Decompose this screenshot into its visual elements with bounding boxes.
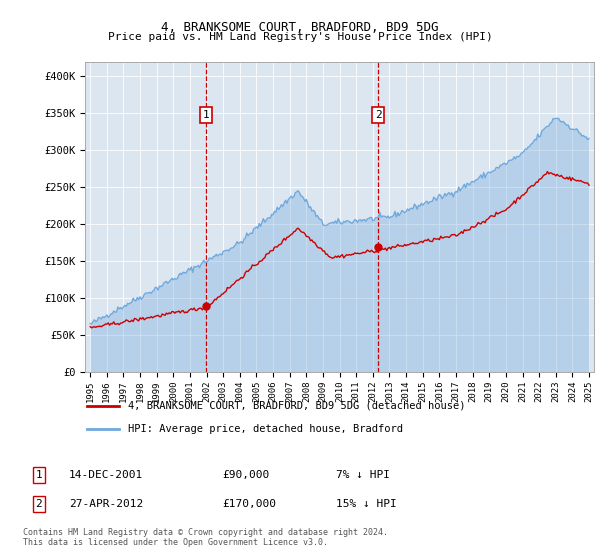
Text: 14-DEC-2001: 14-DEC-2001 <box>69 470 143 480</box>
Text: 1: 1 <box>35 470 43 480</box>
Text: 1: 1 <box>203 110 209 120</box>
Text: £90,000: £90,000 <box>222 470 269 480</box>
Text: 7% ↓ HPI: 7% ↓ HPI <box>336 470 390 480</box>
Text: £170,000: £170,000 <box>222 499 276 509</box>
Text: 15% ↓ HPI: 15% ↓ HPI <box>336 499 397 509</box>
Text: Price paid vs. HM Land Registry's House Price Index (HPI): Price paid vs. HM Land Registry's House … <box>107 32 493 43</box>
Text: 2: 2 <box>375 110 382 120</box>
Text: 4, BRANKSOME COURT, BRADFORD, BD9 5DG: 4, BRANKSOME COURT, BRADFORD, BD9 5DG <box>161 21 439 34</box>
Text: 27-APR-2012: 27-APR-2012 <box>69 499 143 509</box>
Text: 2: 2 <box>35 499 43 509</box>
Text: HPI: Average price, detached house, Bradford: HPI: Average price, detached house, Brad… <box>128 424 403 434</box>
Text: 4, BRANKSOME COURT, BRADFORD, BD9 5DG (detached house): 4, BRANKSOME COURT, BRADFORD, BD9 5DG (d… <box>128 400 466 410</box>
Text: Contains HM Land Registry data © Crown copyright and database right 2024.
This d: Contains HM Land Registry data © Crown c… <box>23 528 388 547</box>
